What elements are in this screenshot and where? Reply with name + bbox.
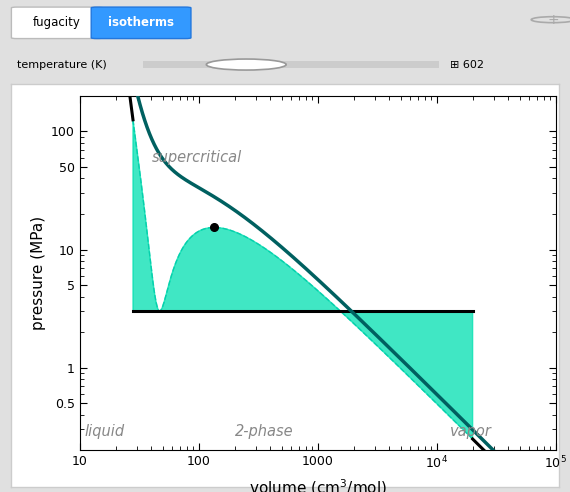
Y-axis label: pressure (MPa): pressure (MPa) bbox=[31, 216, 46, 330]
FancyBboxPatch shape bbox=[11, 7, 103, 38]
Text: supercritical: supercritical bbox=[152, 150, 242, 165]
Text: fugacity: fugacity bbox=[33, 16, 81, 30]
Text: temperature (K): temperature (K) bbox=[17, 60, 107, 69]
Polygon shape bbox=[160, 311, 473, 439]
Bar bbox=[142, 61, 439, 68]
X-axis label: volume (cm$^3$/mol): volume (cm$^3$/mol) bbox=[249, 477, 387, 492]
Text: 2-phase: 2-phase bbox=[235, 424, 293, 439]
Text: vapor: vapor bbox=[450, 424, 492, 439]
Text: ⊞ 602: ⊞ 602 bbox=[450, 60, 484, 69]
Text: +: + bbox=[547, 13, 559, 27]
FancyBboxPatch shape bbox=[91, 7, 191, 38]
Text: isotherms: isotherms bbox=[108, 16, 174, 30]
Text: liquid: liquid bbox=[85, 424, 125, 439]
Circle shape bbox=[206, 59, 286, 70]
Polygon shape bbox=[133, 120, 340, 311]
